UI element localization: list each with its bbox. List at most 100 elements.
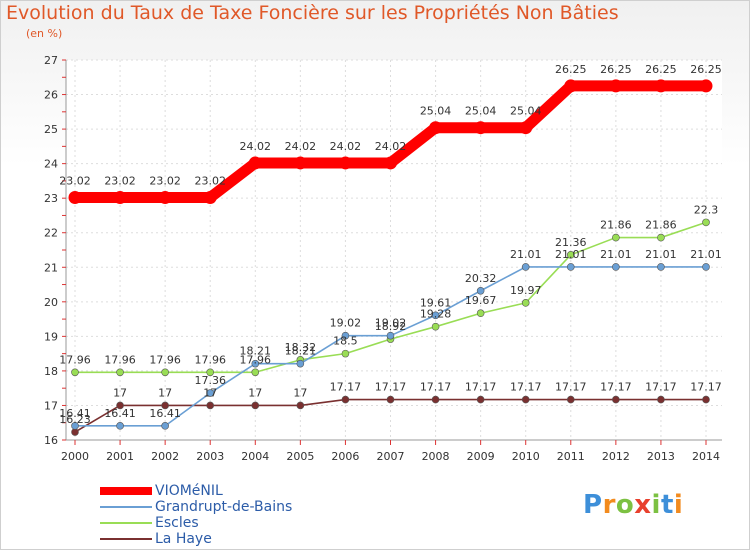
data-point [341,395,350,404]
data-label: 18.21 [285,345,317,358]
y-tick-label: 17 [44,399,58,412]
data-point [521,299,530,307]
data-label: 18.21 [240,345,272,358]
y-tick-label: 20 [44,296,58,309]
logo-letter: i [651,490,661,520]
data-label: 24.02 [375,140,407,153]
data-point [612,263,620,271]
data-label: 17.17 [510,381,542,394]
data-label: 16.41 [104,407,136,420]
data-label: 21.01 [690,248,722,261]
data-label: 17.96 [194,353,226,366]
x-tick-label: 2006 [331,450,359,463]
chart-title: Evolution du Taux de Taxe Foncière sur l… [6,2,619,24]
legend-swatch [100,522,152,524]
data-label: 21.36 [555,236,587,249]
data-point [386,395,395,404]
logo-letter: x [634,490,652,520]
data-label: 17.96 [104,353,136,366]
data-point [113,190,127,204]
legend-swatch [100,538,152,540]
data-point [293,156,307,170]
y-tick-label: 19 [44,330,58,343]
data-label: 17.17 [645,381,677,394]
data-label: 23.02 [194,174,226,187]
data-point [612,395,620,404]
data-point [161,401,169,410]
data-point [341,331,350,340]
data-label: 23.02 [104,174,136,187]
x-tick-label: 2002 [151,450,179,463]
legend-label: Grandrupt-de-Bains [155,499,293,515]
logo-letter: t [660,490,674,520]
x-tick-label: 2004 [241,450,269,463]
data-point [161,368,169,377]
data-point [431,322,440,331]
data-label: 23.02 [59,174,91,187]
data-point [566,395,575,404]
data-label: 18.5 [333,335,358,348]
data-point [657,233,665,242]
data-label: 21.01 [600,248,632,261]
legend-swatch [100,506,152,508]
data-point [702,395,710,404]
data-point [386,331,395,340]
data-point [71,422,79,430]
y-tick-label: 24 [44,158,58,171]
data-point [699,79,713,93]
data-point [609,79,623,93]
data-point [521,263,530,271]
data-label: 22.3 [694,203,719,216]
y-tick-label: 27 [44,54,58,67]
data-point [474,121,488,135]
data-point [248,156,262,170]
data-point [519,121,533,135]
y-tick-label: 26 [44,89,58,102]
data-point [251,401,260,410]
y-tick-label: 18 [44,365,58,378]
data-point [251,368,260,377]
data-label: 17.17 [690,381,722,394]
y-tick-label: 16 [44,434,58,447]
y-tick-label: 22 [44,227,58,240]
data-point [161,422,169,430]
data-point [68,190,82,204]
data-label: 19.28 [420,308,452,321]
data-label: 16.23 [59,413,91,426]
data-label: 17.17 [420,381,452,394]
data-point [429,121,443,135]
data-label: 19.97 [510,284,542,297]
data-point [431,395,440,404]
x-tick-label: 2013 [647,450,675,463]
data-label: 25.04 [510,105,542,118]
data-point [206,389,215,397]
legend-label: Escles [155,515,199,531]
x-tick-label: 2011 [557,450,585,463]
y-axis-unit-label: (en %) [26,27,63,40]
data-point [657,263,665,271]
data-point [206,401,215,410]
logo-letter: o [615,490,635,520]
data-point [431,311,440,320]
data-point [702,218,710,227]
data-label: 17 [158,386,172,399]
data-label: 25.04 [420,105,452,118]
data-point [206,368,215,377]
data-point [116,401,124,410]
data-label: 17.17 [600,381,632,394]
data-label: 19.61 [420,296,452,309]
data-label: 24.02 [330,140,362,153]
x-tick-label: 2007 [377,450,405,463]
data-label: 25.04 [465,105,497,118]
data-point [341,349,350,358]
logo-letter: P [583,490,603,520]
legend-swatch [100,487,152,495]
legend-label: VIOMéNIL [155,483,223,499]
data-label: 17.96 [149,353,181,366]
data-label: 23.02 [149,174,181,187]
data-label: 17.96 [59,353,91,366]
data-label: 17.96 [240,353,272,366]
data-label: 21.01 [645,248,677,261]
data-label: 20.32 [465,272,497,285]
data-label: 21.01 [510,248,542,261]
